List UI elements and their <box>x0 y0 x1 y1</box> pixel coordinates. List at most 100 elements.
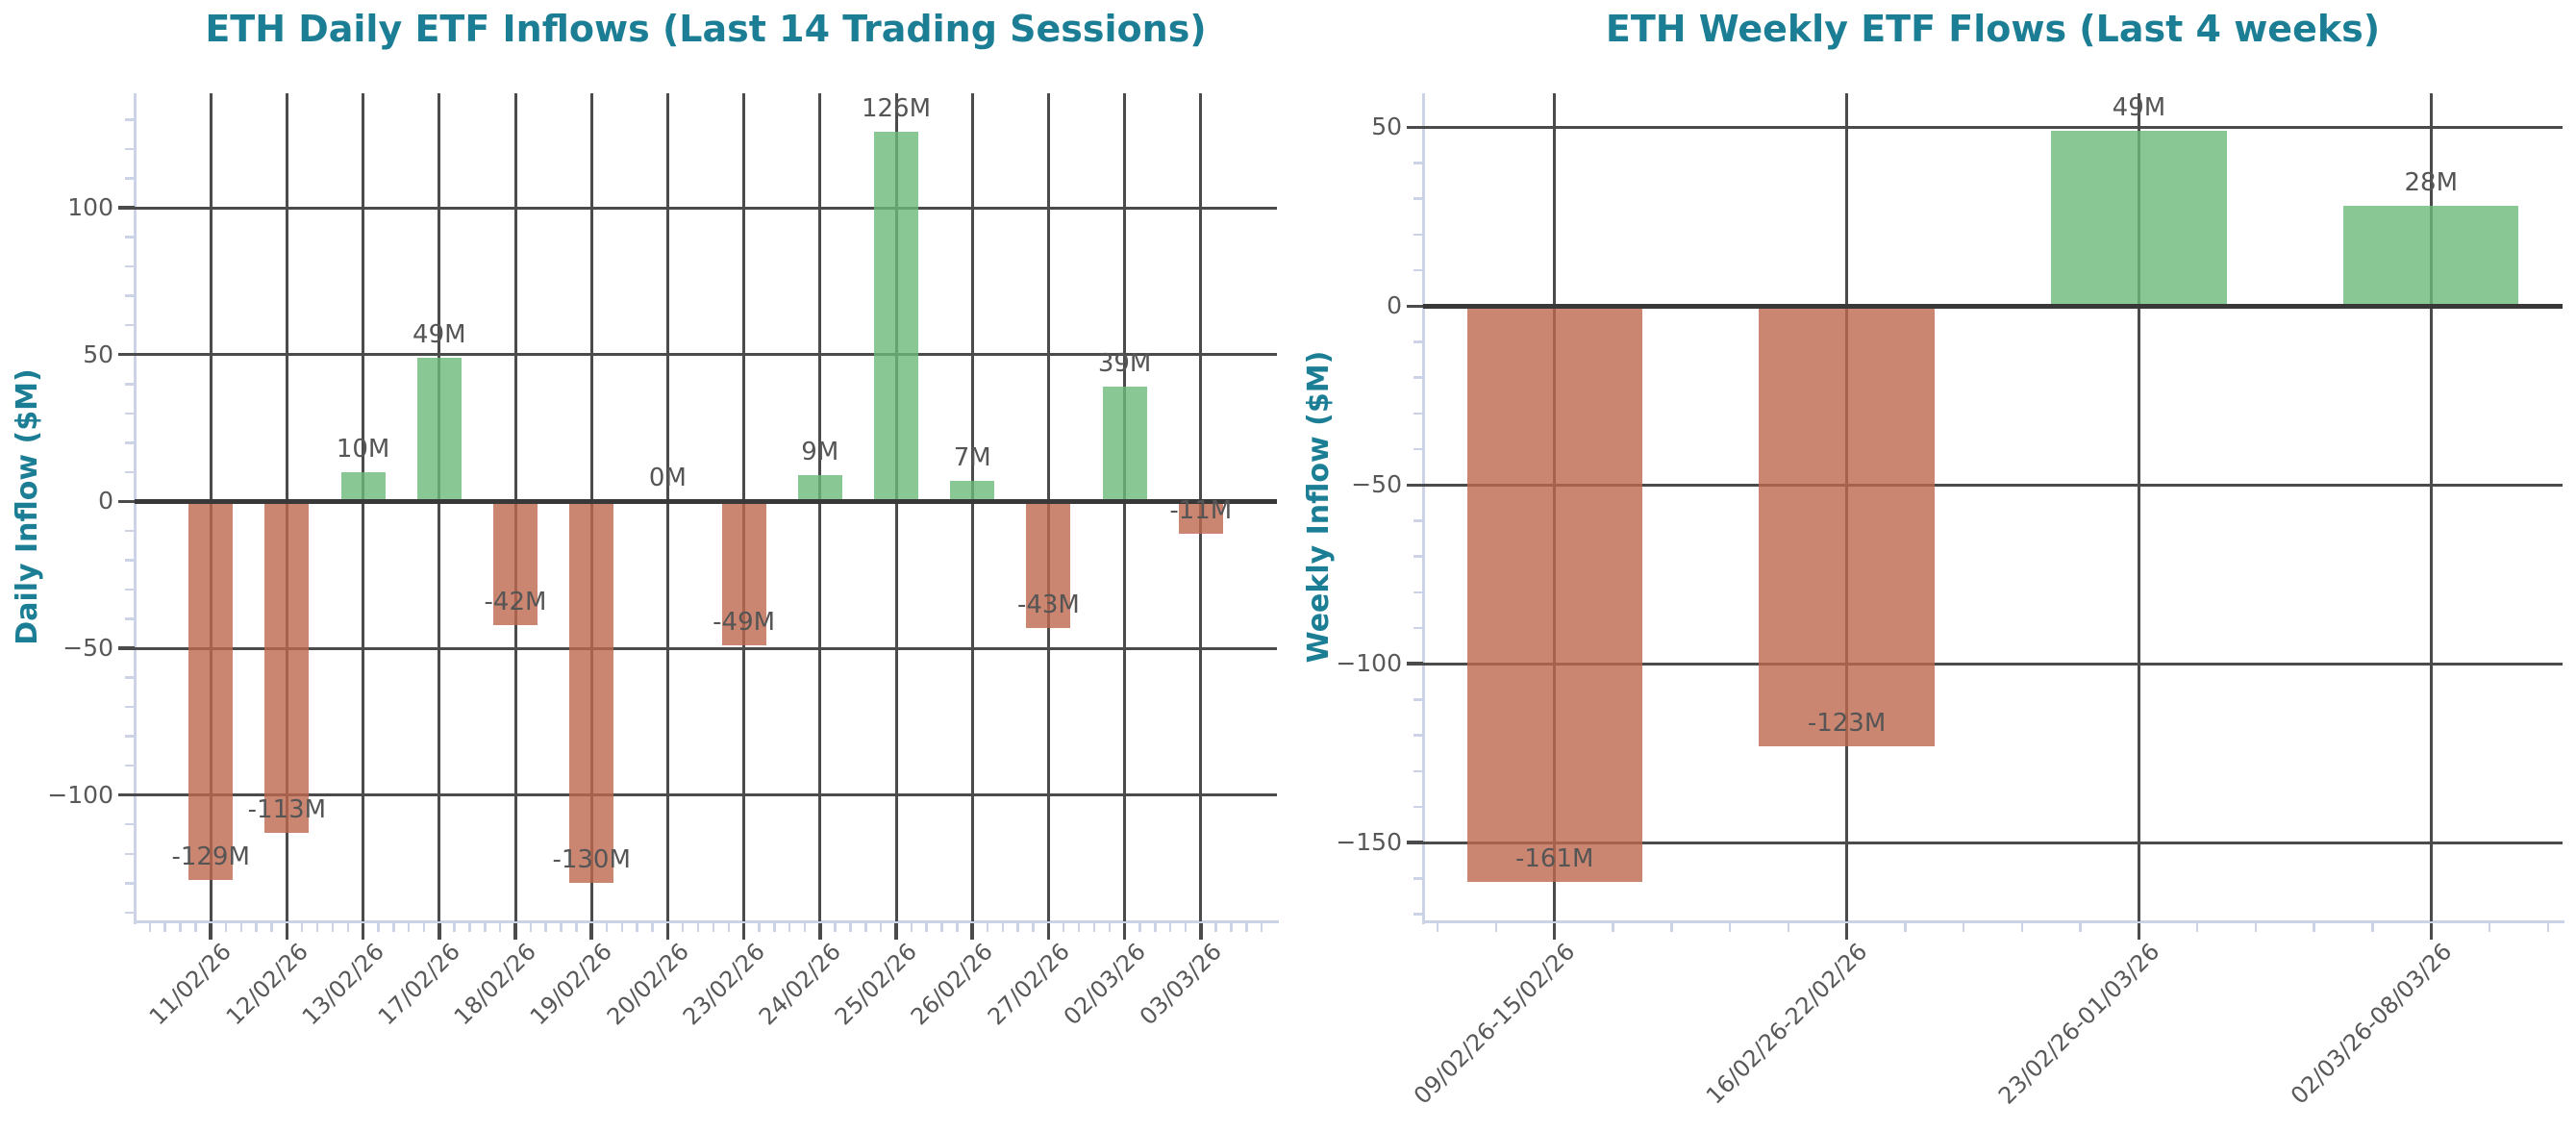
y-major-tick-mark <box>118 499 135 504</box>
y-major-tick-mark <box>118 352 135 357</box>
x-axis-spine <box>1421 919 2564 923</box>
y-minor-tick-mark <box>1413 626 1423 630</box>
bar-value-label: -123M <box>1807 708 1887 738</box>
positive-bar <box>2051 131 2227 307</box>
y-tick-label: −50 <box>63 634 113 663</box>
x-minor-tick-mark <box>2546 923 2550 932</box>
x-minor-tick-mark <box>560 923 563 932</box>
vertical-gridline <box>894 93 898 921</box>
vertical-gridline <box>1123 93 1127 921</box>
x-minor-tick-mark <box>377 923 380 932</box>
horizontal-gridline <box>1423 483 2563 487</box>
horizontal-gridline <box>135 646 1277 650</box>
vertical-gridline <box>970 93 974 921</box>
horizontal-gridline <box>1423 662 2563 666</box>
y-tick-label: −50 <box>1351 470 1402 499</box>
x-minor-tick-mark <box>1184 923 1188 932</box>
x-minor-tick-mark <box>422 923 426 932</box>
x-minor-tick-mark <box>544 923 547 932</box>
x-minor-tick-mark <box>712 923 715 932</box>
x-tick-label: 16/02/26-22/02/26 <box>1701 938 1873 1110</box>
x-minor-tick-mark <box>727 923 730 932</box>
positive-bar <box>950 481 995 502</box>
y-tick-label: −100 <box>1336 649 1402 678</box>
y-major-tick-mark <box>118 792 135 797</box>
weekly-chart-title: ETH Weekly ETF Flows (Last 4 weeks) <box>1605 8 2381 50</box>
positive-bar <box>2343 206 2519 307</box>
x-minor-tick-mark <box>392 923 395 932</box>
y-minor-tick-mark <box>125 764 135 767</box>
x-minor-tick-mark <box>407 923 411 932</box>
y-minor-tick-mark <box>125 852 135 856</box>
vertical-gridline <box>818 93 822 921</box>
y-minor-tick-mark <box>125 264 135 268</box>
x-minor-tick-mark <box>179 923 182 932</box>
positive-bar <box>874 131 918 502</box>
x-minor-tick-mark <box>636 923 638 932</box>
x-major-tick-mark <box>2137 923 2141 940</box>
bar-value-label: 10M <box>336 434 390 464</box>
x-major-tick-mark <box>894 923 898 940</box>
x-minor-tick-mark <box>2195 923 2199 932</box>
x-minor-tick-mark <box>956 923 959 932</box>
x-minor-tick-mark <box>1230 923 1233 932</box>
x-minor-tick-mark <box>2371 923 2374 932</box>
x-major-tick-mark <box>1552 923 1557 940</box>
y-tick-label: 0 <box>1387 291 1402 320</box>
y-tick-label: −100 <box>47 780 113 809</box>
x-minor-tick-mark <box>1092 923 1096 932</box>
y-axis-spine <box>1421 93 1425 924</box>
x-tick-label: 11/02/26 <box>144 938 238 1031</box>
x-minor-tick-mark <box>910 923 913 932</box>
y-minor-tick-mark <box>125 529 135 533</box>
x-minor-tick-mark <box>1436 923 1439 932</box>
negative-bar <box>569 501 614 884</box>
y-minor-tick-mark <box>1413 233 1423 237</box>
x-minor-tick-mark <box>468 923 471 932</box>
y-minor-tick-mark <box>125 236 135 239</box>
x-minor-tick-mark <box>803 923 807 932</box>
x-tick-label: 13/02/26 <box>296 938 389 1031</box>
bar-value-label: -49M <box>713 608 776 638</box>
x-minor-tick-mark <box>788 923 791 932</box>
y-minor-tick-mark <box>125 470 135 474</box>
bar-value-label: -129M <box>171 842 250 872</box>
x-minor-tick-mark <box>1494 923 1498 932</box>
bar-value-label: -11M <box>1169 496 1233 526</box>
y-minor-tick-mark <box>125 412 135 415</box>
y-minor-tick-mark <box>1413 805 1423 809</box>
y-minor-tick-mark <box>125 676 135 679</box>
x-major-tick-mark <box>361 923 365 940</box>
y-tick-label: 0 <box>98 487 113 515</box>
y-major-tick-mark <box>1407 304 1423 309</box>
y-major-tick-mark <box>1407 125 1423 130</box>
y-minor-tick-mark <box>1413 447 1423 451</box>
x-minor-tick-mark <box>620 923 624 932</box>
x-minor-tick-mark <box>2488 923 2491 932</box>
x-minor-tick-mark <box>2079 923 2082 932</box>
x-minor-tick-mark <box>1962 923 1965 932</box>
bar-value-label: 0M <box>648 464 687 493</box>
y-minor-tick-mark <box>1413 734 1423 737</box>
x-minor-tick-mark <box>346 923 349 932</box>
x-minor-tick-mark <box>163 923 166 932</box>
x-major-tick-mark <box>665 923 670 940</box>
x-minor-tick-mark <box>453 923 456 932</box>
y-minor-tick-mark <box>1413 197 1423 200</box>
negative-bar <box>1759 306 1935 746</box>
bar-value-label: -113M <box>247 795 327 825</box>
x-minor-tick-mark <box>864 923 867 932</box>
x-major-tick-mark <box>513 923 517 940</box>
y-major-tick-mark <box>118 206 135 210</box>
x-minor-tick-mark <box>605 923 609 932</box>
negative-bar <box>1178 501 1223 534</box>
x-major-tick-mark <box>1122 923 1127 940</box>
y-minor-tick-mark <box>125 147 135 151</box>
x-minor-tick-mark <box>529 923 533 932</box>
x-tick-label: 18/02/26 <box>449 938 542 1031</box>
x-minor-tick-mark <box>758 923 761 932</box>
x-major-tick-mark <box>741 923 746 940</box>
x-tick-label: 23/02/26-01/03/26 <box>1993 938 2165 1110</box>
x-minor-tick-mark <box>834 923 837 932</box>
